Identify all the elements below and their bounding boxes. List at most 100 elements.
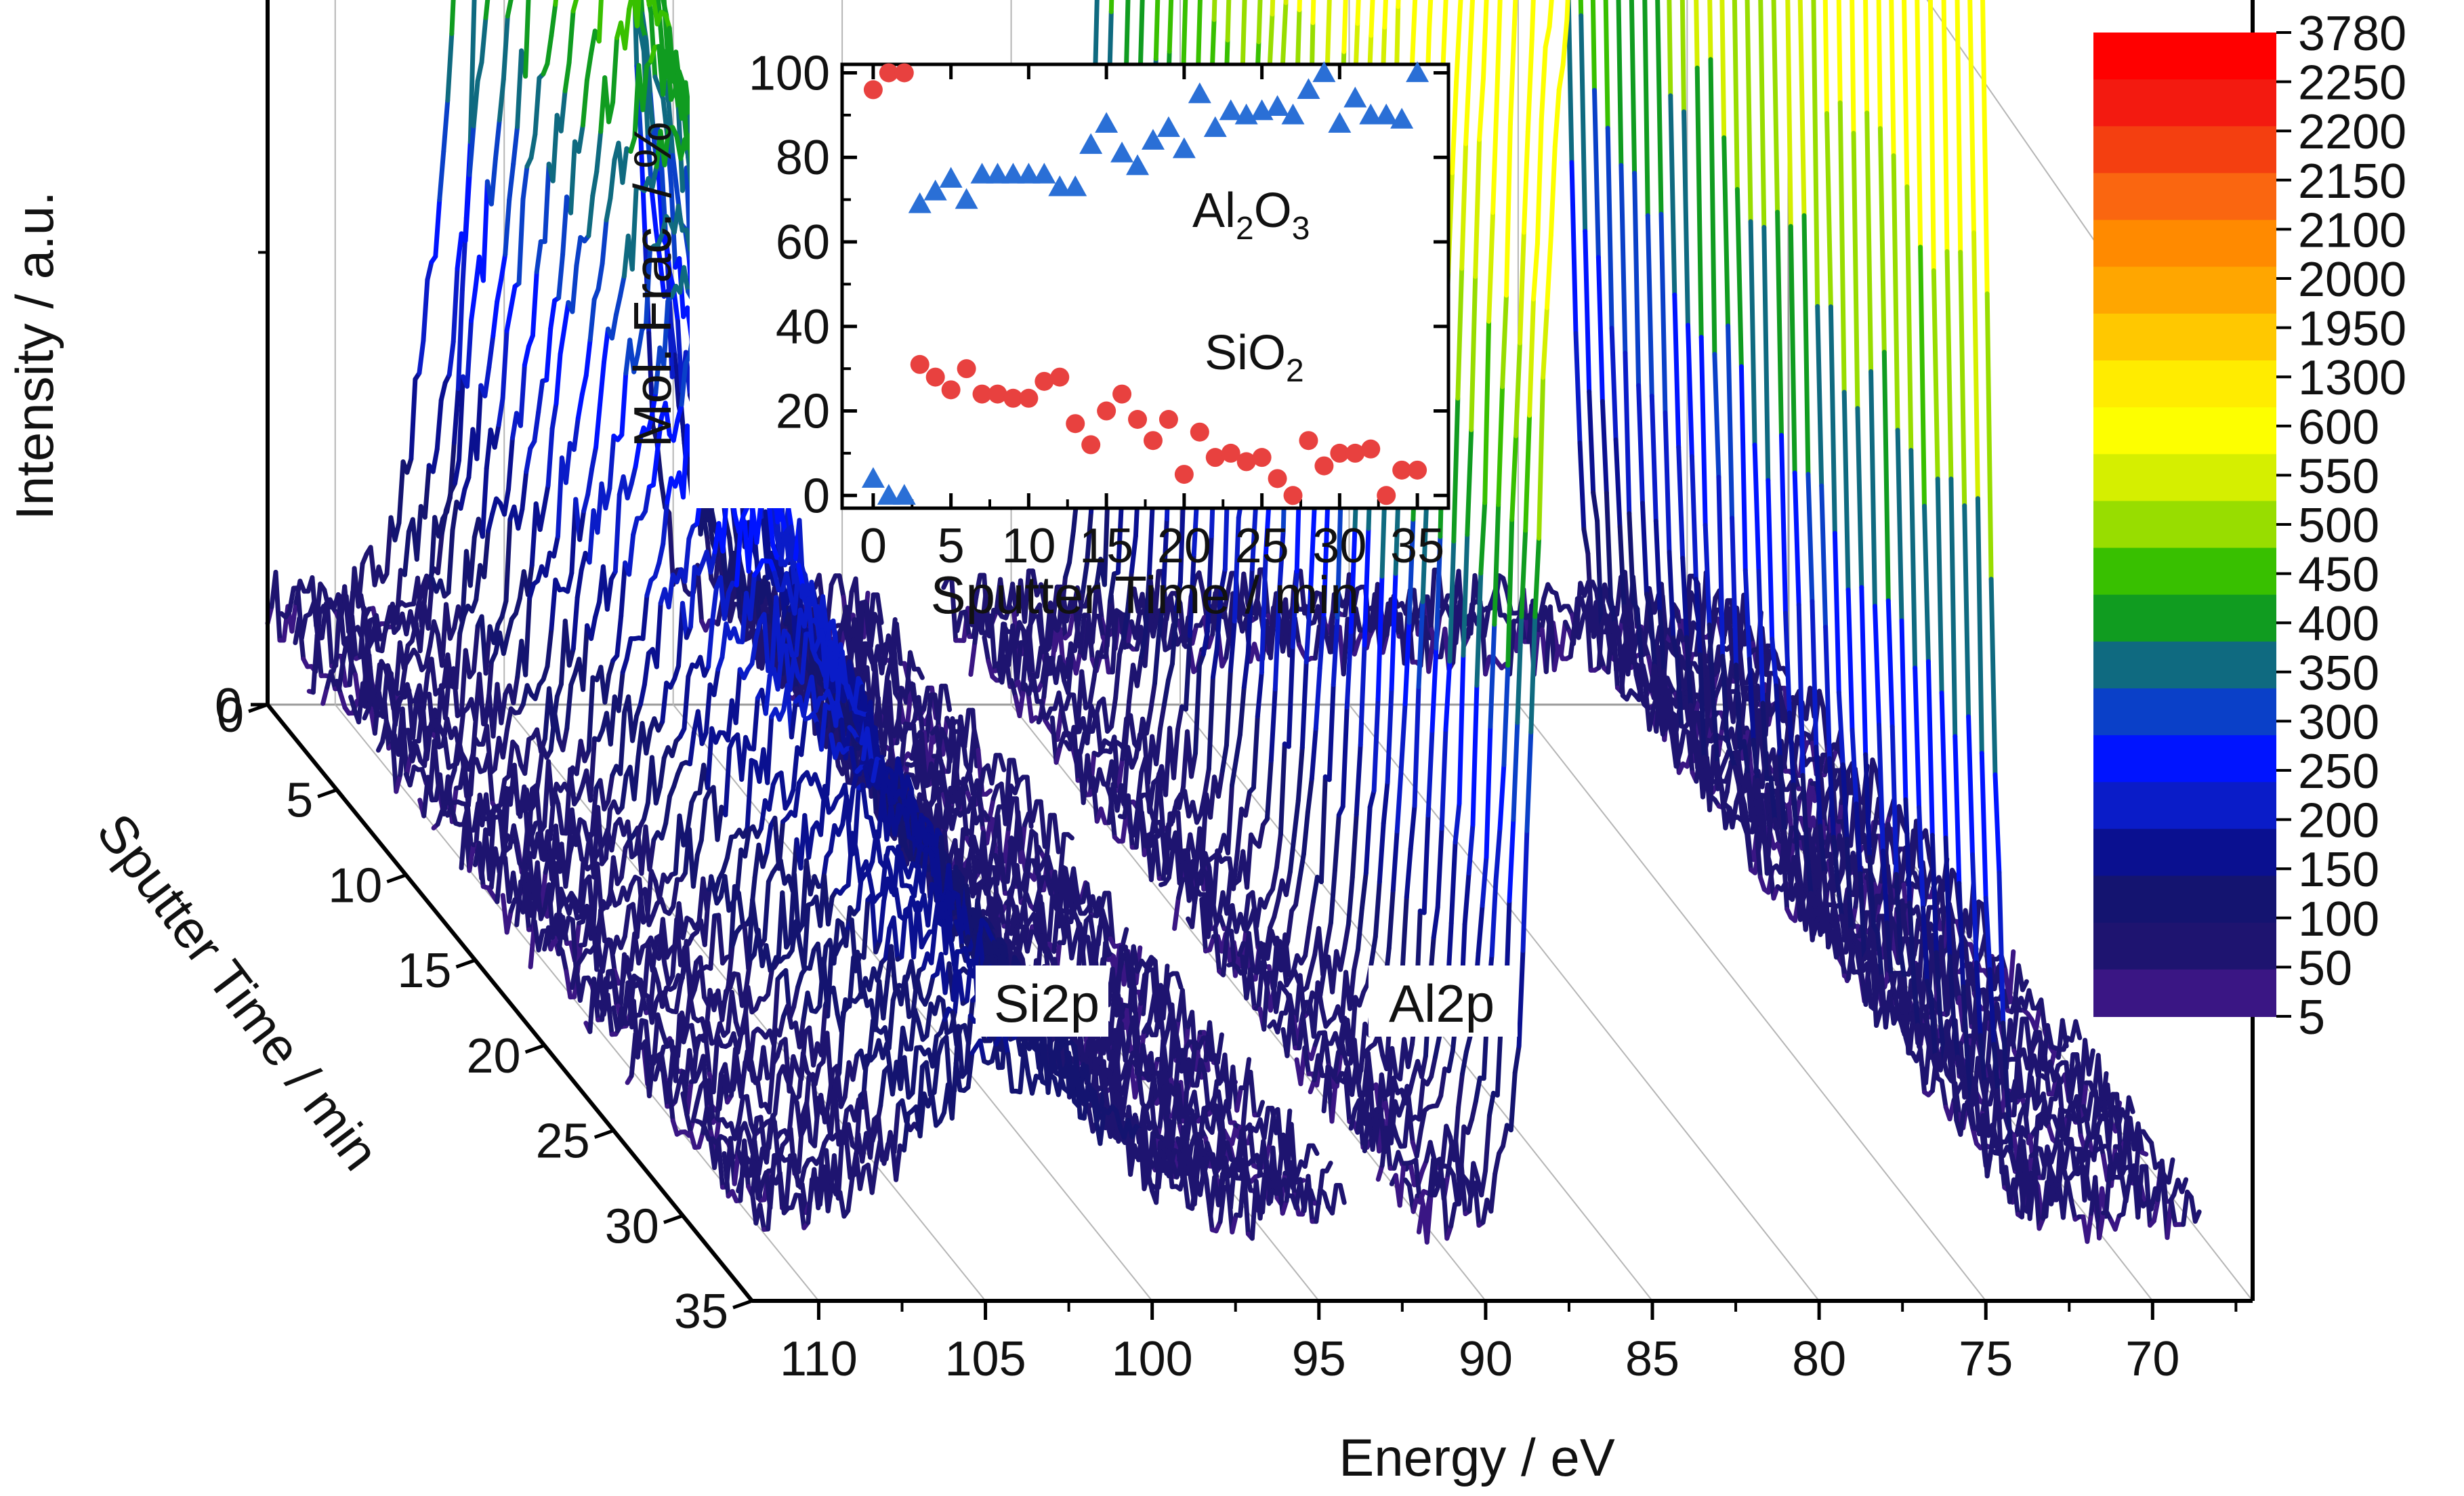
- spectrum-trace-segment: [1063, 692, 1072, 711]
- spectrum-trace-segment: [482, 365, 492, 398]
- spectrum-trace-segment: [1661, 669, 1671, 722]
- spectrum-trace-segment: [589, 615, 598, 641]
- spectrum-trace-segment: [1133, 612, 1142, 640]
- spectrum-trace-segment: [1090, 583, 1099, 645]
- spectrum-trace-segment: [417, 338, 426, 376]
- spectrum-trace-segment: [1537, 596, 1547, 621]
- spectrum-trace-segment: [1090, 775, 1100, 824]
- spectrum-trace-segment: [989, 753, 999, 786]
- spectrum-trace-segment: [943, 684, 953, 712]
- spectrum-trace-segment: [523, 596, 533, 678]
- spectrum-trace-segment: [1078, 730, 1087, 755]
- spectrum-trace-segment: [670, 152, 680, 192]
- spectrum-trace-segment: [392, 520, 402, 543]
- spectrum-trace-segment: [1135, 654, 1144, 688]
- spectrum-trace-segment: [679, 361, 688, 407]
- spectrum-trace-segment: [1110, 608, 1119, 675]
- spectrum-trace-segment: [1605, 125, 1614, 331]
- spectrum-trace-segment: [1547, 604, 1557, 673]
- spectrum-trace-segment: [1225, 0, 1232, 43]
- spectrum-trace-segment: [449, 0, 456, 37]
- spectrum-trace-segment: [1693, 577, 1703, 657]
- spectrum-trace-segment: [1672, 292, 1682, 450]
- spectrum-trace-segment: [972, 727, 981, 753]
- spectrum-trace-segment: [1629, 632, 1639, 678]
- spectrum-trace-segment: [974, 573, 983, 600]
- spectrum-trace-segment: [1635, 606, 1644, 664]
- spectrum-trace-segment: [455, 287, 465, 391]
- spectrum-trace-segment: [421, 277, 430, 344]
- spectrum-trace-segment: [1698, 335, 1708, 528]
- spectrum-trace-segment: [1158, 702, 1167, 731]
- spectrum-trace-segment: [441, 98, 451, 154]
- spectrum-trace-segment: [522, 344, 531, 368]
- spectrum-trace-segment: [402, 529, 411, 577]
- spectrum-trace-segment: [356, 681, 365, 725]
- spectrum-trace-segment: [556, 455, 564, 539]
- spectrum-trace-segment: [1083, 589, 1092, 609]
- spectrum-trace-segment: [551, 533, 560, 559]
- spectrum-trace-segment: [1066, 608, 1076, 637]
- spectrum-trace-segment: [955, 610, 964, 633]
- spectrum-trace-segment: [1592, 87, 1601, 260]
- spectrum-trace-segment: [493, 117, 502, 161]
- spectrum-trace-segment: [576, 123, 585, 154]
- spectrum-trace-segment: [1087, 677, 1097, 707]
- spectrum-trace-segment: [959, 729, 969, 767]
- spectrum-trace-segment: [471, 79, 480, 129]
- spectrum-trace-segment: [998, 577, 1007, 612]
- spectrum-trace-segment: [514, 745, 524, 768]
- spectrum-trace-segment: [590, 169, 600, 199]
- spectrum-trace-segment: [1619, 163, 1628, 356]
- spectrum-trace-segment: [570, 0, 579, 14]
- spectrum-trace-segment: [764, 585, 773, 606]
- spectrum-trace-segment: [499, 691, 508, 726]
- spectrum-trace-segment: [1006, 796, 1015, 831]
- spectrum-trace-segment: [394, 568, 403, 625]
- spectrum-trace-segment: [589, 444, 599, 472]
- spectrum-trace-segment: [1038, 799, 1047, 849]
- spectrum-trace-segment: [1675, 656, 1684, 729]
- spectrum-trace-segment: [894, 621, 903, 666]
- spectrum-trace-segment: [612, 492, 622, 575]
- spectrum-trace-segment: [1614, 575, 1624, 617]
- spectrum-trace-segment: [1058, 654, 1067, 684]
- spectrum-trace-segment: [556, 252, 566, 301]
- spectrum-trace-segment: [631, 516, 640, 537]
- spectrum-trace-segment: [1091, 650, 1101, 682]
- spectrum-trace-segment: [1501, 576, 1510, 596]
- spectrum-trace-segment: [609, 312, 619, 341]
- spectrum-trace-segment: [1818, 776, 1828, 831]
- spectrum-trace-segment: [1694, 65, 1704, 340]
- spectrum-trace-segment: [446, 339, 456, 377]
- spectrum-trace-segment: [409, 377, 418, 461]
- spectrum-trace-segment: [503, 197, 512, 257]
- spectrum-trace-segment: [1353, 606, 1362, 633]
- spectrum-trace-segment: [879, 642, 889, 676]
- spectrum-trace-segment: [1616, 629, 1625, 699]
- spectrum-trace-segment: [566, 646, 576, 668]
- spectrum-trace-segment: [637, 26, 646, 54]
- spectrum-trace-segment: [662, 125, 671, 167]
- spectrum-trace-segment: [639, 20, 648, 40]
- spectrum-trace-segment: [568, 139, 577, 215]
- spectrum-trace-segment: [587, 297, 597, 342]
- spectrum-trace-segment: [399, 662, 409, 694]
- spectrum-trace-segment: [1600, 398, 1609, 496]
- spectrum-trace-segment: [683, 80, 692, 119]
- spectrum-trace-segment: [444, 602, 453, 641]
- spectrum-trace-segment: [1171, 727, 1180, 781]
- spectrum-trace-segment: [875, 592, 884, 625]
- spectrum-trace-segment: [508, 284, 518, 312]
- spectrum-trace-segment: [1280, 626, 1289, 654]
- spectrum-trace-segment: [525, 562, 535, 598]
- spectrum-trace-segment: [1189, 751, 1198, 779]
- spectrum-trace-segment: [545, 626, 554, 669]
- spectrum-trace-segment: [1711, 699, 1720, 766]
- spectrum-trace-segment: [456, 736, 465, 761]
- spectrum-trace-segment: [455, 231, 464, 271]
- spectrum-trace-segment: [604, 577, 614, 612]
- spectrum-trace-segment: [659, 478, 668, 510]
- spectrum-trace-segment: [1066, 646, 1075, 696]
- spectrum-trace-segment: [851, 637, 860, 658]
